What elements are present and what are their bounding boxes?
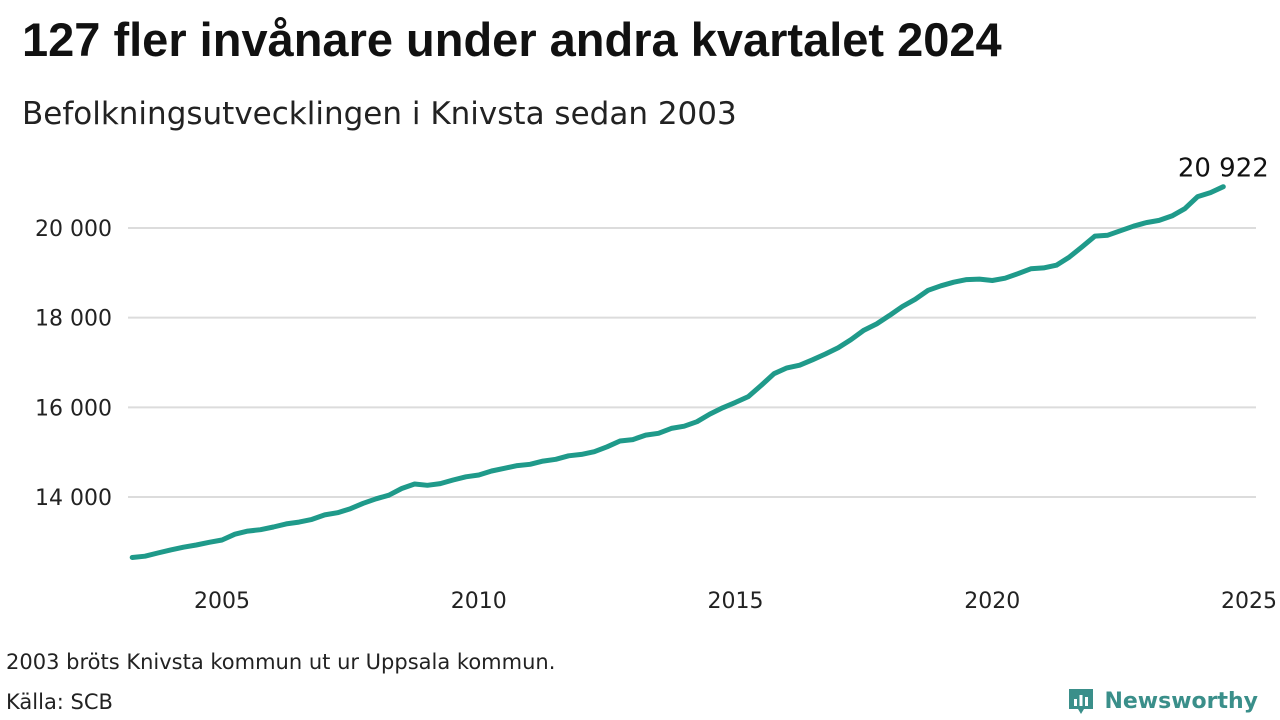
- brand-name: Newsworthy: [1104, 688, 1258, 714]
- newsworthy-logo-icon: [1069, 689, 1094, 714]
- y-tick-label: 20 000: [35, 217, 112, 242]
- x-tick-label: 2020: [964, 589, 1020, 614]
- x-tick-label: 2010: [451, 589, 507, 614]
- chart-source: Källa: SCB: [6, 690, 113, 714]
- x-tick-label: 2015: [708, 589, 764, 614]
- brand-logo: Newsworthy: [1066, 686, 1258, 716]
- y-tick-label: 16 000: [35, 396, 112, 421]
- end-value-label: 20 922: [1178, 154, 1269, 184]
- chart-title: 127 fler invånare under andra kvartalet …: [22, 13, 1002, 66]
- y-tick-label: 18 000: [35, 307, 112, 332]
- x-tick-label: 2005: [194, 589, 250, 614]
- series-line: [129, 184, 1226, 560]
- chart-subtitle: Befolkningsutvecklingen i Knivsta sedan …: [22, 96, 737, 132]
- chart-footnote: 2003 bröts Knivsta kommun ut ur Uppsala …: [6, 650, 556, 674]
- x-tick-label: 2025: [1221, 589, 1277, 614]
- y-tick-label: 14 000: [35, 486, 112, 511]
